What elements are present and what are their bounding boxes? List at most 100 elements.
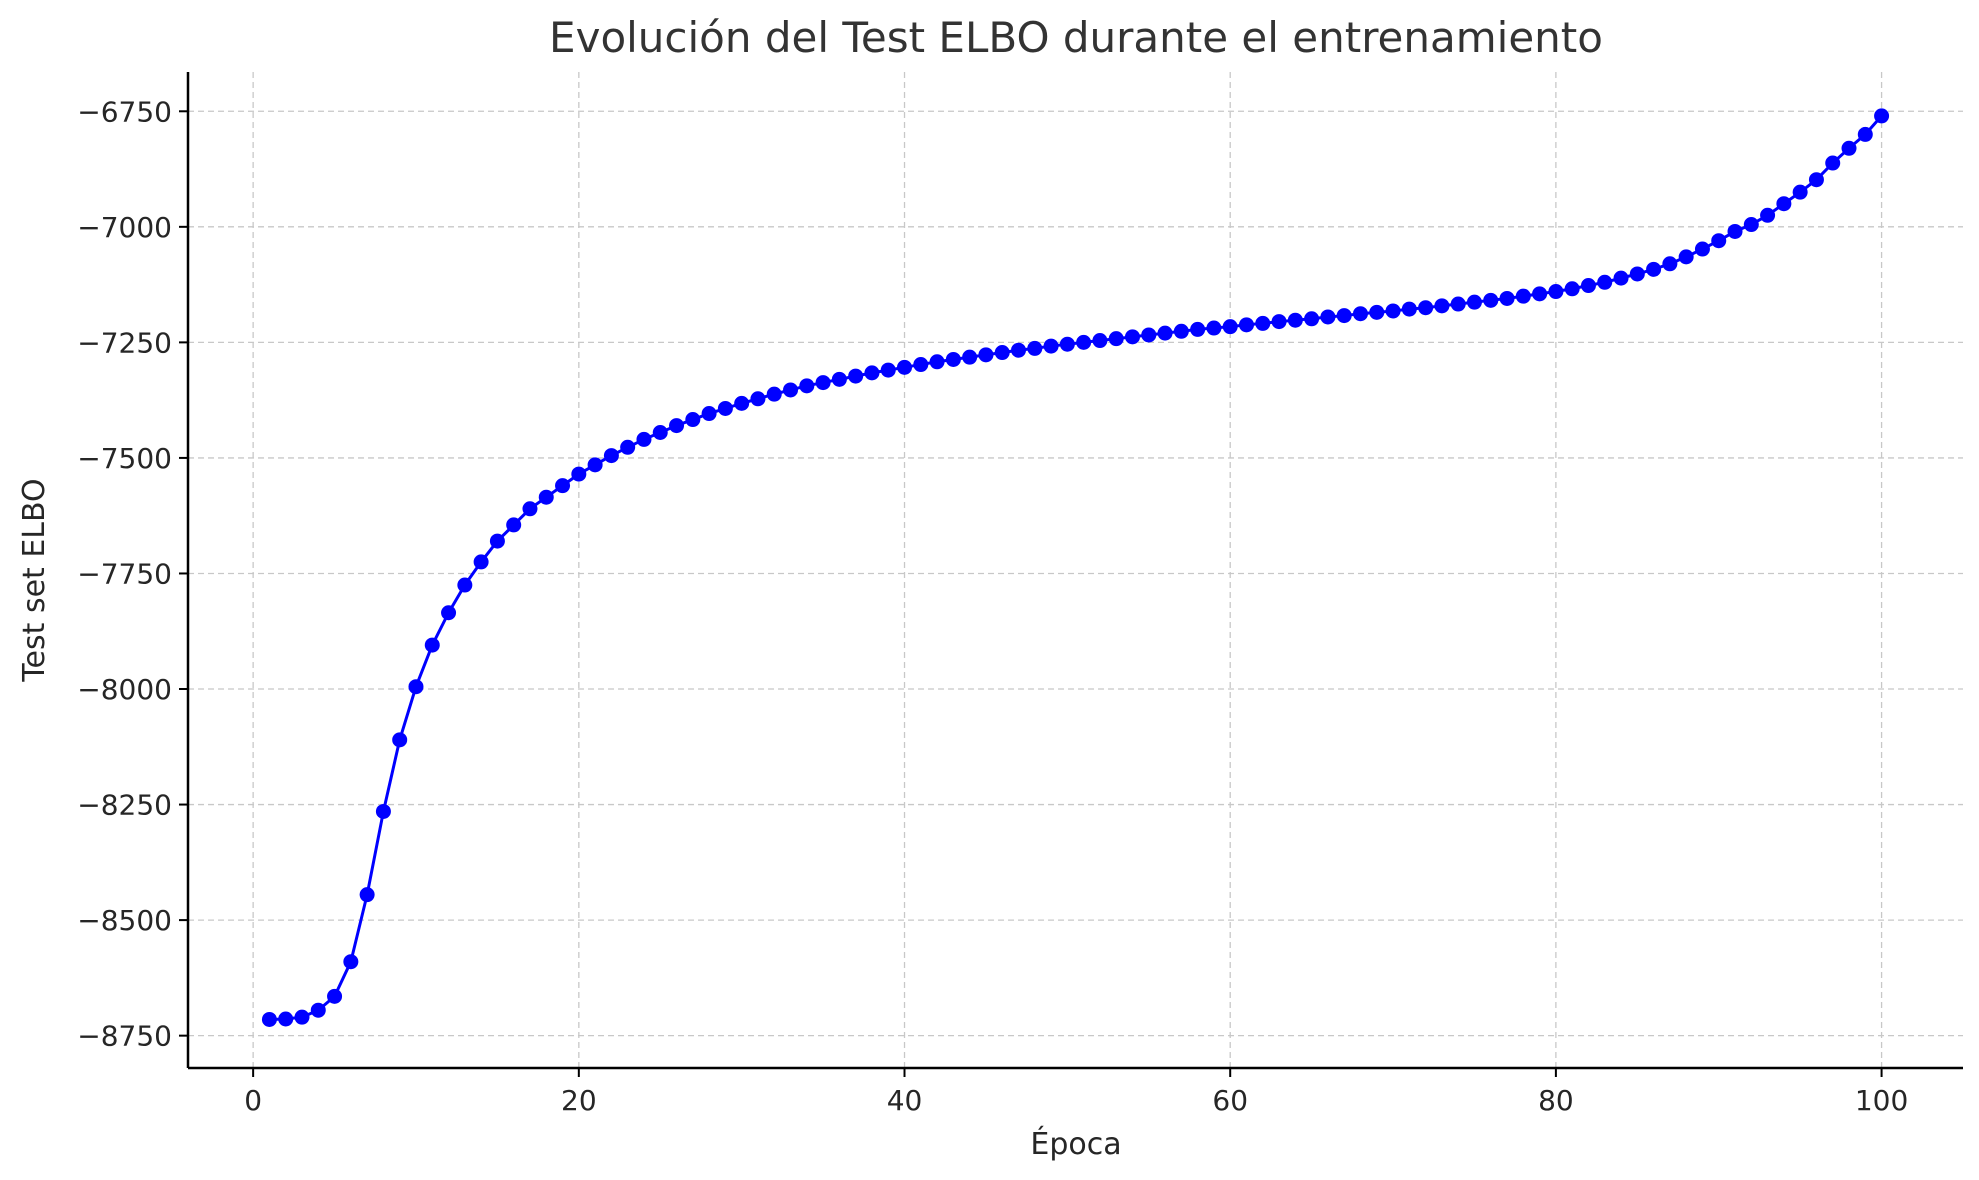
series-line — [269, 114, 1883, 1021]
y-tick-label: −7250 — [77, 326, 172, 359]
data-point — [1808, 172, 1824, 188]
data-point — [310, 1002, 326, 1018]
x-tick-label: 100 — [1855, 1084, 1908, 1117]
data-point — [848, 368, 864, 384]
data-point — [1678, 249, 1694, 265]
x-tick-label: 60 — [1212, 1084, 1248, 1117]
x-tick-label: 0 — [244, 1084, 262, 1117]
data-point — [897, 359, 913, 375]
y-tick-label: −8500 — [77, 904, 172, 937]
data-point — [392, 732, 408, 748]
data-point — [1141, 327, 1157, 343]
data-point — [652, 425, 668, 441]
data-point — [375, 803, 391, 819]
data-point — [1173, 323, 1189, 339]
data-point — [783, 382, 799, 398]
y-tick-label: −7750 — [77, 557, 172, 590]
data-point — [1792, 184, 1808, 200]
data-point — [1190, 321, 1206, 337]
data-point — [978, 347, 994, 363]
data-point — [1369, 304, 1385, 320]
y-tick-label: −7000 — [77, 211, 172, 244]
data-point — [1076, 334, 1092, 350]
data-point — [327, 988, 343, 1004]
data-point — [1287, 312, 1303, 328]
data-point — [864, 365, 880, 381]
y-tick-label: −8750 — [77, 1020, 172, 1053]
chart-title: Evolución del Test ELBO durante el entre… — [549, 13, 1603, 62]
data-point — [669, 418, 685, 434]
data-point — [701, 406, 717, 422]
data-point — [261, 1011, 277, 1027]
data-point — [506, 517, 522, 533]
data-point — [408, 679, 424, 695]
data-point — [1548, 284, 1564, 300]
y-axis-label: Test set ELBO — [17, 478, 52, 682]
data-point — [766, 386, 782, 402]
data-point — [1646, 261, 1662, 277]
data-point — [1564, 281, 1580, 297]
y-tick-label: −6750 — [77, 95, 172, 128]
data-point — [1222, 319, 1238, 335]
data-point — [522, 501, 538, 517]
x-tick-label: 40 — [887, 1084, 923, 1117]
data-point — [343, 954, 359, 970]
data-point — [424, 637, 440, 653]
data-point — [1597, 274, 1613, 290]
data-point — [1629, 266, 1645, 282]
data-point — [1336, 308, 1352, 324]
data-point — [1874, 108, 1890, 124]
data-point — [1124, 329, 1140, 345]
data-point — [1108, 331, 1124, 347]
data-point — [1418, 300, 1434, 316]
data-point — [1043, 338, 1059, 354]
data-point — [636, 431, 652, 447]
data-point — [538, 489, 554, 505]
data-point — [278, 1011, 294, 1027]
data-point — [1320, 309, 1336, 325]
data-point — [734, 395, 750, 411]
data-point — [929, 354, 945, 370]
data-point — [1613, 270, 1629, 286]
data-point — [457, 577, 473, 593]
data-point — [1776, 196, 1792, 212]
data-point — [1059, 336, 1075, 352]
data-point — [685, 412, 701, 428]
data-point — [587, 457, 603, 473]
data-point — [1743, 217, 1759, 233]
data-point — [1206, 320, 1222, 336]
data-point — [1271, 314, 1287, 330]
axes — [186, 72, 1963, 1070]
data-point — [294, 1009, 310, 1025]
data-point — [1499, 290, 1515, 306]
grid — [188, 72, 1963, 1068]
x-tick-label: 80 — [1538, 1084, 1574, 1117]
x-axis-label: Época — [1030, 1126, 1121, 1162]
data-point — [799, 378, 815, 394]
data-point — [1711, 233, 1727, 249]
data-point — [1466, 294, 1482, 310]
data-point — [1401, 301, 1417, 317]
data-point — [489, 533, 505, 549]
y-tick-label: −7500 — [77, 442, 172, 475]
data-point — [1841, 140, 1857, 156]
data-point — [1255, 315, 1271, 331]
data-point — [1011, 342, 1027, 358]
data-point — [1694, 241, 1710, 257]
data-point — [603, 448, 619, 464]
data-point — [1450, 296, 1466, 312]
data-point — [1238, 317, 1254, 333]
data-point — [620, 439, 636, 455]
data-point — [1027, 340, 1043, 356]
data-point — [913, 357, 929, 373]
data-point — [473, 554, 489, 570]
y-tick-label: −8250 — [77, 789, 172, 822]
data-point — [994, 345, 1010, 361]
data-point — [831, 371, 847, 387]
series-line-path — [269, 114, 1883, 1021]
y-tick-label: −8000 — [77, 673, 172, 706]
data-point — [1385, 303, 1401, 319]
data-point — [1352, 306, 1368, 322]
data-point — [359, 887, 375, 903]
data-point — [555, 478, 571, 494]
